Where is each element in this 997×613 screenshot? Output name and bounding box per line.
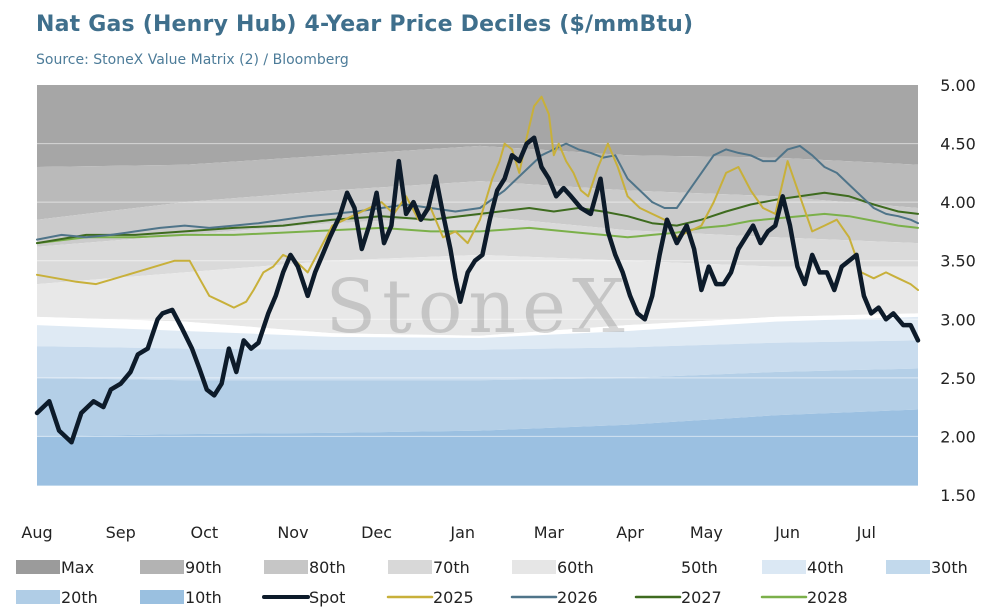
legend-label: 50th — [681, 558, 718, 577]
x-tick-label: Sep — [106, 523, 136, 542]
legend-item-60th: 60th — [512, 558, 594, 577]
legend-label: 30th — [931, 558, 968, 577]
band-10-min — [37, 409, 918, 486]
legend-swatch — [140, 560, 184, 574]
legend-item-50th: 50th — [636, 558, 718, 577]
legend-label: 20th — [61, 588, 98, 607]
x-tick-label: Jul — [856, 523, 876, 542]
legend-item-max: Max — [16, 558, 94, 577]
legend-label: 2028 — [807, 588, 848, 607]
y-tick-label: 4.00 — [940, 193, 976, 212]
legend-swatch — [512, 560, 556, 574]
legend-label: 2026 — [557, 588, 598, 607]
x-tick-label: Apr — [616, 523, 644, 542]
legend-item-10th: 10th — [140, 588, 222, 607]
legend-swatch — [16, 590, 60, 604]
y-tick-label: 2.50 — [940, 369, 976, 388]
legend-item-2028: 2028 — [760, 588, 848, 607]
legend-item-2027: 2027 — [634, 588, 722, 607]
legend-swatch — [264, 560, 308, 574]
legend-label: 40th — [807, 558, 844, 577]
legend-item-spot: Spot — [262, 588, 345, 607]
series-line-2028 — [36, 212, 919, 245]
x-tick-label: May — [690, 523, 723, 542]
x-tick-label: Mar — [534, 523, 565, 542]
legend-label: 80th — [309, 558, 346, 577]
legend-swatch — [886, 560, 930, 574]
legend-swatch — [16, 560, 60, 574]
x-axis: Aug Sep Oct Nov Dec Jan Mar Apr May Jun Jul — [21, 523, 876, 542]
y-tick-label: 3.50 — [940, 252, 976, 271]
legend-label: 60th — [557, 558, 594, 577]
x-tick-label: Dec — [361, 523, 392, 542]
legend-label: 10th — [185, 588, 222, 607]
x-tick-label: Jun — [774, 523, 800, 542]
legend-swatch — [762, 560, 806, 574]
y-tick-label: 3.00 — [940, 310, 976, 329]
x-tick-label: Nov — [277, 523, 308, 542]
legend-swatch — [140, 590, 184, 604]
y-axis: 5.00 4.50 4.00 3.50 3.00 2.50 2.00 1.50 — [940, 76, 976, 505]
x-tick-label: Oct — [191, 523, 219, 542]
band-90-80 — [37, 145, 918, 220]
legend-label: 2025 — [433, 588, 474, 607]
x-tick-label: Jan — [449, 523, 475, 542]
legend-label: 2027 — [681, 588, 722, 607]
legend-label: 90th — [185, 558, 222, 577]
watermark-logo: StoneX — [325, 264, 630, 350]
legend-swatch — [636, 560, 680, 574]
series-line-2025 — [36, 95, 919, 309]
legend-swatch — [388, 560, 432, 574]
band-20-10 — [37, 368, 918, 437]
series-line-2026 — [36, 142, 919, 241]
legend-item-2026: 2026 — [510, 588, 598, 607]
legend-item-40th: 40th — [762, 558, 844, 577]
band-max-90 — [37, 85, 918, 167]
legend-label: 70th — [433, 558, 470, 577]
legend-label: Spot — [309, 588, 345, 607]
chart-subtitle: Source: StoneX Value Matrix (2) / Bloomb… — [36, 52, 349, 68]
legend-item-30th: 30th — [886, 558, 968, 577]
chart-title: Nat Gas (Henry Hub) 4-Year Price Deciles… — [36, 12, 694, 37]
y-tick-label: 5.00 — [940, 76, 976, 95]
legend: Max 90th 80th 70th 60th 50th 40th 30th 20th 10th S… — [16, 558, 968, 607]
legend-item-90th: 90th — [140, 558, 222, 577]
legend-item-70th: 70th — [388, 558, 470, 577]
band-50-40 — [37, 313, 918, 338]
legend-label: Max — [61, 558, 94, 577]
x-tick-label: Aug — [21, 523, 52, 542]
legend-item-20th: 20th — [16, 588, 98, 607]
band-30-20 — [37, 340, 918, 381]
series-line-spot — [34, 135, 921, 445]
y-tick-label: 4.50 — [940, 135, 976, 154]
y-tick-label: 2.00 — [940, 427, 976, 446]
y-tick-label: 1.50 — [940, 486, 976, 505]
legend-item-80th: 80th — [264, 558, 346, 577]
legend-item-2025: 2025 — [386, 588, 474, 607]
series-lines — [34, 95, 921, 445]
